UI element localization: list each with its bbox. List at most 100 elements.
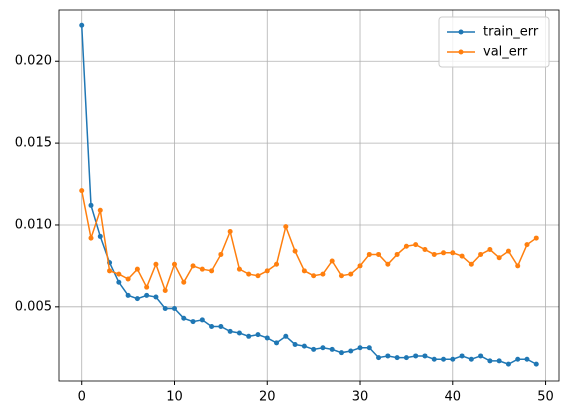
point	[199, 266, 205, 272]
point	[144, 284, 150, 290]
point	[533, 235, 539, 241]
point	[125, 276, 131, 282]
point	[181, 279, 187, 285]
series-line	[80, 25, 537, 365]
point	[97, 233, 103, 239]
point	[79, 22, 85, 28]
point	[366, 251, 372, 257]
point	[533, 361, 539, 367]
point	[478, 353, 484, 359]
point	[450, 250, 456, 256]
point	[153, 294, 159, 300]
point	[97, 207, 103, 213]
point	[88, 235, 94, 241]
point	[255, 332, 261, 338]
x-tick-label: 50	[537, 390, 554, 405]
point	[274, 261, 280, 267]
point	[236, 330, 242, 336]
point	[320, 345, 326, 351]
point	[292, 248, 298, 254]
point	[348, 271, 354, 277]
x-tick-label: 0	[78, 390, 86, 405]
point	[301, 268, 307, 274]
point	[320, 271, 326, 277]
point	[264, 268, 270, 274]
point	[487, 247, 493, 253]
point	[274, 340, 280, 346]
point	[107, 268, 113, 274]
point	[459, 353, 465, 359]
point	[134, 296, 140, 302]
point	[413, 353, 419, 359]
point	[283, 224, 289, 230]
point	[218, 251, 224, 257]
point	[116, 279, 122, 285]
point	[505, 361, 511, 367]
y-tick-label: 0.010	[15, 217, 52, 232]
point	[79, 188, 85, 194]
point	[357, 263, 363, 269]
legend-label: val_err	[483, 45, 528, 60]
point	[348, 348, 354, 354]
point	[524, 356, 530, 362]
point	[357, 345, 363, 351]
point	[366, 345, 372, 351]
point	[181, 315, 187, 321]
point	[311, 346, 317, 352]
legend-box	[438, 16, 550, 68]
point	[338, 350, 344, 356]
point	[162, 287, 168, 293]
point	[246, 333, 252, 339]
point	[496, 255, 502, 261]
point	[468, 261, 474, 267]
point	[441, 250, 447, 256]
y-tick-label: 0.015	[15, 136, 52, 151]
point	[403, 243, 409, 249]
legend-marker	[458, 49, 464, 55]
point	[385, 261, 391, 267]
x-tick-label: 10	[166, 390, 183, 405]
point	[227, 328, 233, 334]
point	[505, 248, 511, 254]
point	[394, 355, 400, 361]
point	[311, 273, 317, 279]
point	[144, 292, 150, 298]
point	[171, 305, 177, 311]
legend: train_err val_err	[438, 16, 550, 68]
point	[246, 271, 252, 277]
point	[394, 251, 400, 257]
y-tick-label: 0.020	[15, 54, 52, 69]
point	[376, 251, 382, 257]
point	[125, 292, 131, 298]
point	[487, 358, 493, 364]
point	[153, 261, 159, 267]
point	[431, 251, 437, 257]
point	[88, 202, 94, 208]
point	[218, 323, 224, 329]
point	[134, 266, 140, 272]
point	[515, 263, 521, 269]
point	[236, 266, 242, 272]
y-tick-label: 0.005	[15, 299, 52, 314]
x-tick-label: 30	[352, 390, 369, 405]
point	[116, 271, 122, 277]
point	[413, 242, 419, 248]
point	[171, 261, 177, 267]
point	[162, 305, 168, 311]
point	[385, 353, 391, 359]
point	[431, 356, 437, 362]
point	[329, 346, 335, 352]
point	[376, 355, 382, 361]
point	[255, 273, 261, 279]
point	[199, 317, 205, 323]
point	[227, 229, 233, 235]
point	[515, 356, 521, 362]
point	[190, 263, 196, 269]
x-tick-label: 20	[259, 390, 276, 405]
point	[468, 356, 474, 362]
plot-frame	[58, 9, 560, 382]
point	[450, 356, 456, 362]
point	[496, 358, 502, 364]
